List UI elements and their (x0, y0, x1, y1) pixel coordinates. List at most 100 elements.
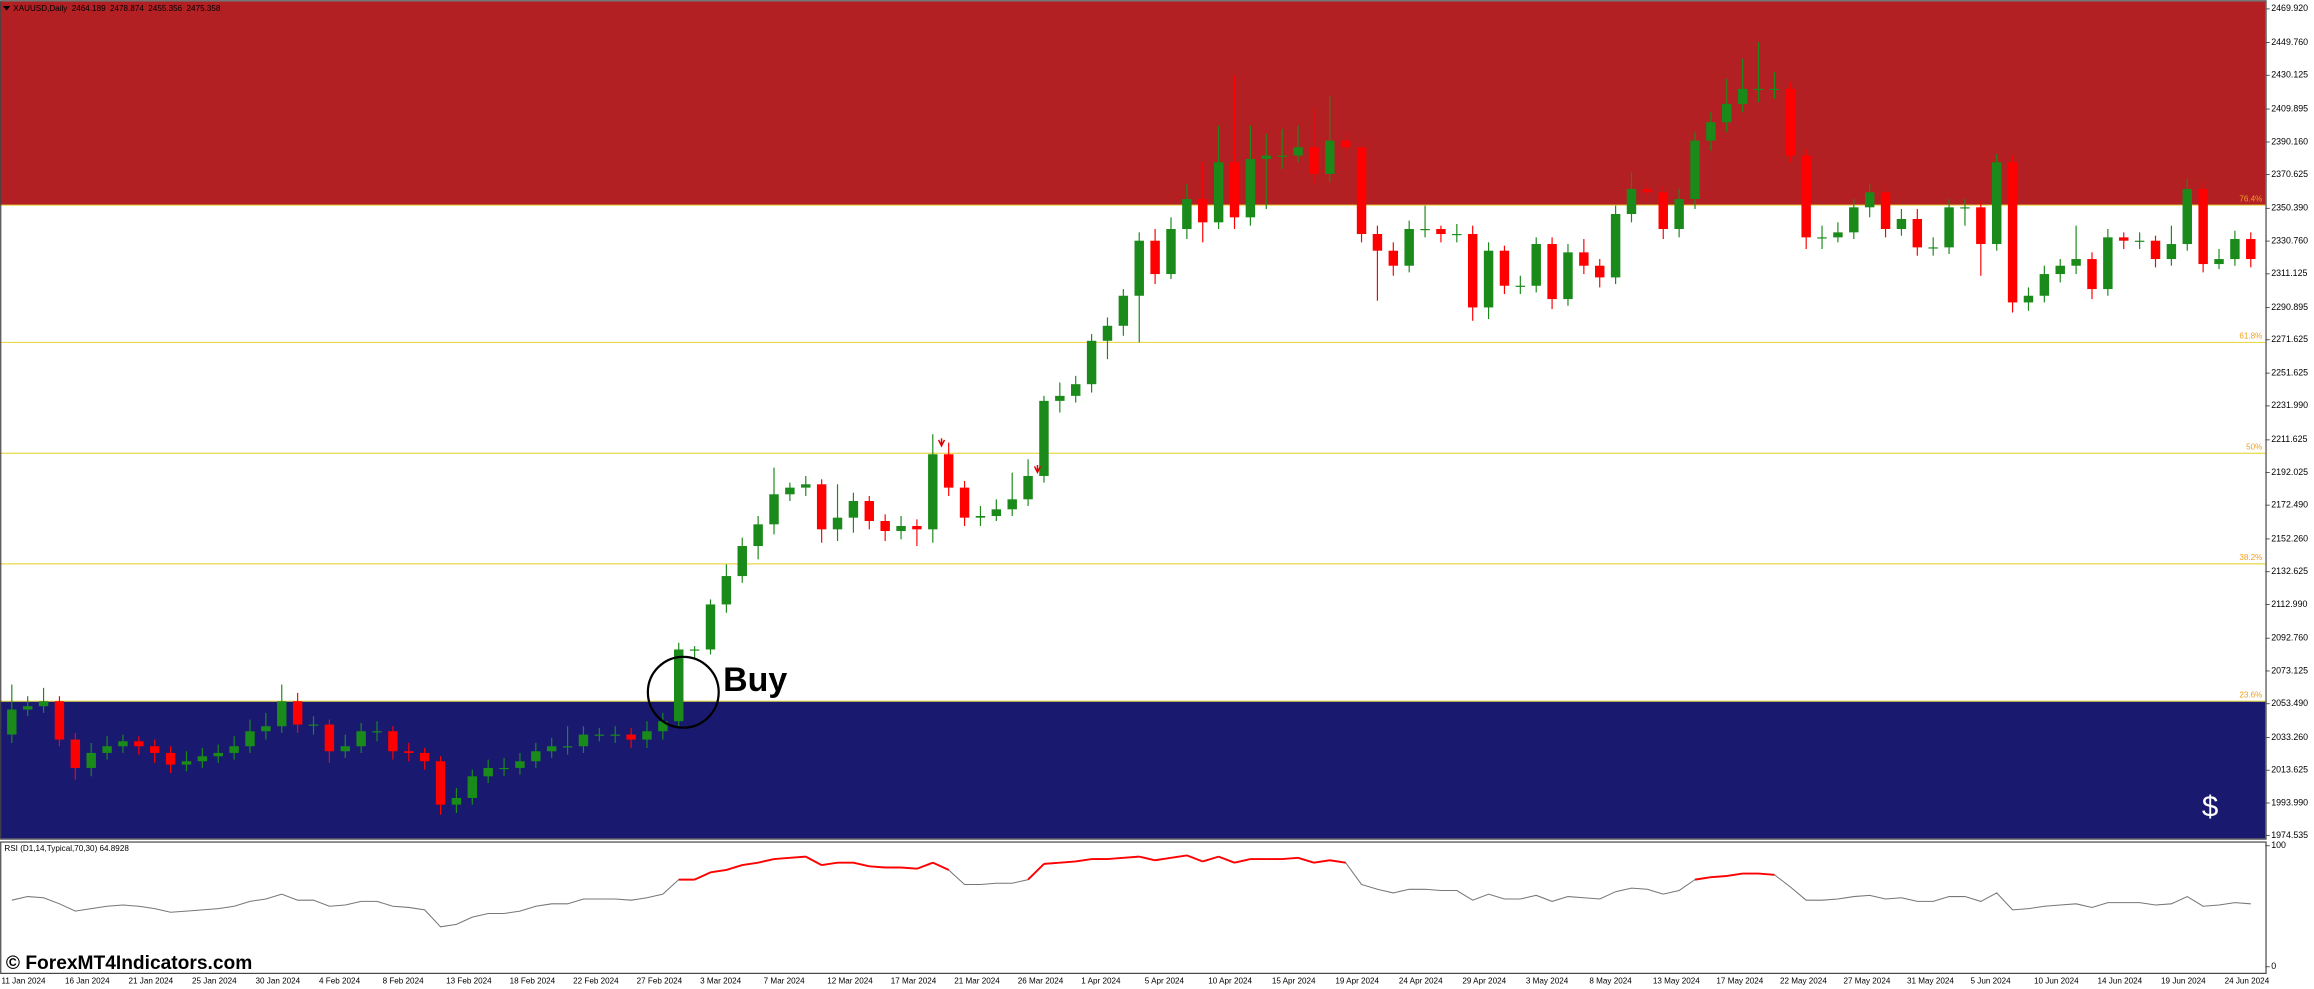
candle-body (1817, 237, 1827, 239)
rsi-overbought-segment (1043, 861, 1060, 865)
y-tick-label: 2132.625 (2271, 566, 2308, 576)
candle-body (785, 487, 795, 495)
candle-body (928, 454, 938, 530)
y-tick-label: 2073.125 (2271, 665, 2308, 675)
fib-label: 50% (2246, 442, 2262, 451)
x-tick-label: 11 Jan 2024 (1, 977, 46, 986)
candle-body (1833, 232, 1843, 238)
x-tick-label: 5 Apr 2024 (1145, 977, 1185, 986)
candle-body (388, 731, 398, 752)
x-tick-label: 17 May 2024 (1716, 977, 1763, 986)
candle-body (689, 649, 700, 651)
candle-body (1102, 325, 1113, 341)
candle-body (292, 701, 303, 725)
candle-body (1579, 252, 1589, 266)
candle-body (2007, 162, 2018, 303)
x-tick-label: 5 Jun 2024 (1971, 977, 2012, 986)
candle-body (261, 726, 271, 732)
candle-body (22, 706, 33, 710)
header-arrow (2, 6, 11, 11)
candle-body (213, 752, 223, 757)
candle-body (1674, 198, 1684, 230)
candle-body (1595, 265, 1605, 278)
candle-body (1753, 88, 1764, 91)
rsi-overbought-segment (805, 855, 823, 866)
candle-body (1944, 207, 1954, 248)
rsi-y-tick-label: 0 (2271, 961, 2276, 971)
rsi-overbought-segment (1107, 856, 1124, 861)
rsi-frame (0, 841, 2267, 974)
y-tick-label: 2409.895 (2271, 103, 2308, 113)
y-tick-label: 2311.125 (2271, 268, 2307, 278)
candle-body (1960, 207, 1970, 209)
header-value: 2478.874 (110, 4, 144, 13)
y-tick-label: 2430.125 (2271, 70, 2308, 80)
y-tick-label: 2350.390 (2271, 203, 2308, 213)
y-tick-label: 2231.990 (2271, 400, 2308, 410)
candle-body (769, 494, 779, 525)
x-tick-label: 25 Jan 2024 (192, 977, 237, 986)
candle-body (594, 734, 605, 736)
candle-body (1213, 162, 1224, 223)
x-tick-label: 14 Jun 2024 (2098, 977, 2143, 986)
candle-body (896, 526, 906, 532)
candle-body (2150, 240, 2161, 260)
candle-body (546, 746, 557, 752)
rsi-overbought-segment (853, 861, 870, 868)
rsi-overbought-segment (1154, 856, 1172, 862)
candle-body (1690, 140, 1700, 199)
rsi-overbought-segment (821, 861, 838, 867)
y-tick-label: 2251.625 (2271, 367, 2308, 377)
x-tick-label: 31 May 2024 (1907, 977, 1954, 986)
candle-body (658, 721, 668, 732)
y-tick-label: 1993.990 (2271, 797, 2308, 807)
fib-label: 23.6% (2239, 690, 2262, 699)
rsi-overbought-segment (757, 858, 775, 864)
candle-body (181, 761, 192, 765)
candle-body (1039, 400, 1049, 476)
candle-body (2103, 237, 2113, 290)
rsi-overbought-segment (1075, 858, 1092, 863)
rsi-overbought-segment (916, 861, 934, 870)
candle-body (1070, 384, 1081, 396)
candle-body (816, 484, 827, 530)
candle-body (1467, 234, 1478, 308)
watermark: © ForexMT4Indicators.com (6, 953, 252, 974)
rsi-overbought-segment (1297, 856, 1315, 864)
candle-body (1864, 192, 1875, 208)
candle-body (1706, 122, 1716, 141)
x-tick-label: 3 May 2024 (1526, 977, 1569, 986)
candle-body (1642, 188, 1653, 193)
x-tick-label: 22 May 2024 (1780, 977, 1827, 986)
x-tick-label: 10 Jun 2024 (2034, 977, 2079, 986)
y-tick-label: 2172.490 (2271, 500, 2308, 510)
candle-body (515, 761, 525, 768)
candle-body (38, 701, 49, 707)
candle-body (308, 724, 319, 726)
candle-body (1658, 192, 1668, 230)
rsi-overbought-segment (1123, 855, 1140, 859)
candle-body (1896, 219, 1907, 230)
candle-body (864, 500, 875, 522)
x-tick-label: 18 Feb 2024 (510, 977, 556, 986)
x-tick-label: 3 Mar 2024 (700, 977, 742, 986)
fib-label: 38.2% (2239, 553, 2262, 562)
y-tick-label: 1974.535 (2271, 830, 2308, 840)
rsi-overbought-segment (1170, 854, 1188, 859)
candle-body (7, 709, 17, 735)
candle-body (1198, 198, 1208, 223)
candle-body (1325, 140, 1335, 174)
candle-body (102, 746, 112, 753)
candle-body (737, 546, 747, 577)
candle-body (419, 752, 430, 762)
candle-body (86, 752, 96, 768)
candle-body (1737, 88, 1748, 104)
candle-body (404, 751, 414, 753)
rsi-overbought-segment (726, 864, 743, 871)
x-tick-label: 19 Apr 2024 (1335, 977, 1379, 986)
y-tick-label: 2211.625 (2271, 434, 2307, 444)
candle-body (1356, 147, 1367, 235)
candle-body (1483, 250, 1494, 308)
rsi-overbought-segment (1234, 858, 1251, 864)
